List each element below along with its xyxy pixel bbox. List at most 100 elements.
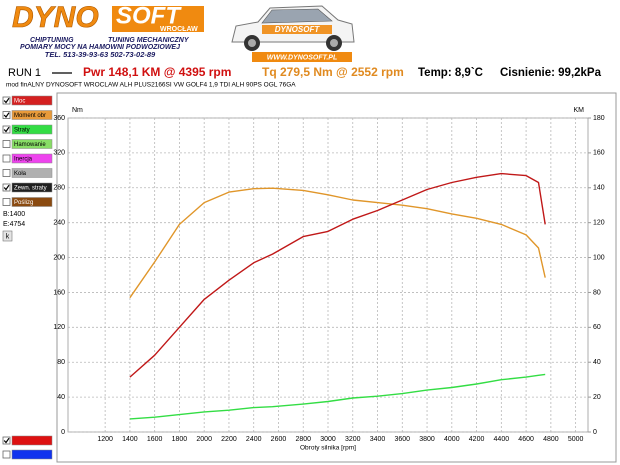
checkbox[interactable] [2, 450, 11, 459]
legend-toggle[interactable] [11, 182, 53, 193]
legend-toggle[interactable] [11, 168, 53, 178]
x-tick-label: 1400 [122, 436, 138, 443]
y-tick-label: 160 [53, 289, 65, 296]
y2-tick-label: 100 [593, 254, 605, 261]
run-toggle[interactable] [11, 449, 53, 460]
y-tick-label: 200 [53, 254, 65, 261]
header-line: CHIPTUNING [30, 37, 74, 44]
x-tick-label: 2000 [196, 436, 212, 443]
x-tick-label: 3600 [394, 436, 410, 443]
y2-tick-label: 40 [593, 359, 601, 366]
chart: 0408012016020024028032036002040608010012… [53, 107, 604, 452]
run-label: RUN 1 [8, 67, 41, 79]
button[interactable] [2, 230, 13, 242]
legend-toggle[interactable] [11, 95, 53, 106]
x-tick-label: 4400 [494, 436, 510, 443]
logo-box-text: SOFT [116, 2, 182, 29]
y-tick-label: 80 [57, 359, 65, 366]
y-tick-label: 280 [53, 185, 65, 192]
y-tick-label: 320 [53, 150, 65, 157]
x-axis-title: Obroty silnika [rpm] [300, 445, 356, 452]
y2-axis-title: KM [574, 107, 585, 114]
y-tick-label: 120 [53, 324, 65, 331]
checkbox[interactable] [2, 154, 11, 163]
legend-toggle-label: Moc [14, 99, 25, 105]
run-power: Pwr 148,1 KM @ 4395 rpm [83, 65, 231, 79]
x-tick-label: 3400 [370, 436, 386, 443]
legend-toggle-label: Straty [14, 128, 30, 134]
legend-toggle[interactable] [11, 110, 53, 120]
x-tick-label: 3200 [345, 436, 361, 443]
checkmark [3, 437, 10, 444]
checkbox[interactable] [2, 111, 11, 119]
y2-tick-label: 120 [593, 220, 605, 227]
y-tick-label: 0 [61, 429, 65, 436]
side-panel: Moc Moment obr Straty Hamowanie Inercja Koła Z… [2, 95, 53, 460]
checkbox[interactable] [2, 198, 11, 206]
run-temp: Temp: 8,9`C [418, 67, 483, 79]
x-tick-label: 1200 [97, 436, 113, 443]
run-toggle[interactable] [11, 435, 53, 446]
x-tick-label: 2600 [271, 436, 287, 443]
checkmark [3, 126, 10, 133]
checkmark [3, 112, 10, 118]
y2-tick-label: 160 [593, 150, 605, 157]
y-tick-label: 360 [53, 115, 65, 122]
x-tick-label: 2400 [246, 436, 262, 443]
range-begin: B:1400 [3, 211, 25, 218]
range-end: E:4754 [3, 221, 25, 228]
checkbox[interactable] [2, 140, 11, 148]
x-tick-label: 5000 [568, 436, 584, 443]
legend-toggle[interactable] [11, 197, 53, 207]
legend-toggle[interactable] [11, 139, 53, 149]
logo-box [112, 6, 204, 32]
logo: DYNO SOFT WROCŁAW [12, 1, 204, 34]
x-tick-label: 2800 [295, 436, 311, 443]
x-tick-label: 4200 [469, 436, 485, 443]
x-tick-label: 3800 [419, 436, 435, 443]
header-line: POMIARY MOCY NA HAMOWNI PODWOZIOWEJ [20, 44, 181, 51]
run-torque: Tq 279,5 Nm @ 2552 rpm [262, 65, 404, 79]
legend-toggle[interactable] [11, 153, 53, 164]
logo-main: DYNO [12, 1, 99, 34]
series-line [129, 187, 546, 299]
legend-toggle-label: Hamowanie [14, 142, 46, 148]
y-axis-title: Nm [72, 107, 83, 114]
x-tick-label: 4000 [444, 436, 460, 443]
series-line [129, 373, 546, 420]
checkmark [3, 184, 10, 191]
run-pressure: Cisnienie: 99,2kPa [500, 67, 602, 79]
x-tick-label: 2200 [221, 436, 237, 443]
car-decal: DYNOSOFT [275, 25, 321, 34]
car-image: DYNOSOFT WWW.DYNOSOFT.PL [231, 5, 355, 62]
y-tick-label: 40 [57, 394, 65, 401]
checkbox[interactable] [2, 125, 11, 134]
logo-city: WROCŁAW [160, 26, 198, 33]
checkbox[interactable] [2, 169, 11, 177]
car-url: WWW.DYNOSOFT.PL [267, 54, 338, 61]
run-description: mod finALNY DYNOSOFT WROCLAW ALH PLUS216… [6, 82, 296, 89]
checkbox[interactable] [2, 96, 11, 105]
y2-tick-label: 20 [593, 394, 601, 401]
legend-toggle-label: Moment obr [14, 113, 46, 119]
y2-tick-label: 180 [593, 115, 605, 122]
legend-toggle-label: Inercja [14, 157, 33, 163]
legend-toggle[interactable] [11, 124, 53, 135]
y2-tick-label: 140 [593, 185, 605, 192]
legend-toggle-label: Koła [14, 171, 27, 177]
checkbox[interactable] [2, 436, 11, 445]
header-line: TEL. 513-39-93-63 502-73-02-89 [45, 50, 156, 59]
header-line: TUNING MECHANICZNY [108, 37, 190, 44]
legend-toggle-label: Poślizg [14, 200, 33, 206]
x-tick-label: 1600 [147, 436, 163, 443]
legend-toggle-label: Zewn. straty [14, 186, 47, 192]
checkbox[interactable] [2, 183, 11, 192]
y2-tick-label: 0 [593, 429, 597, 436]
y2-tick-label: 80 [593, 289, 601, 296]
button-label: k [6, 233, 10, 240]
y2-tick-label: 60 [593, 324, 601, 331]
series-line [129, 172, 546, 378]
y-tick-label: 240 [53, 220, 65, 227]
x-tick-label: 4600 [518, 436, 534, 443]
